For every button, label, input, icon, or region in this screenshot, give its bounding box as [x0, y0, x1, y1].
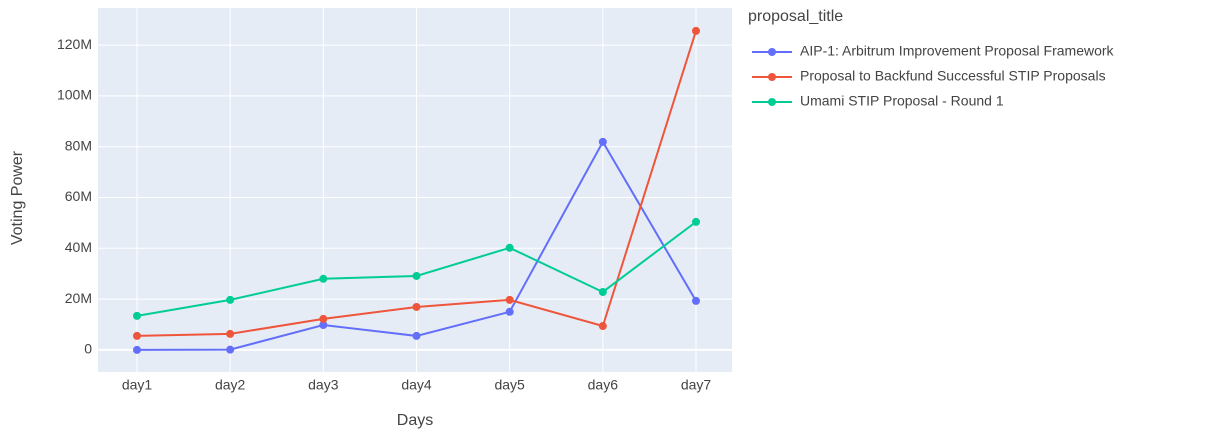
- data-point: [505, 307, 514, 316]
- data-point: [226, 295, 235, 304]
- data-point: [692, 217, 700, 226]
- x-tick-label: day1: [122, 377, 153, 393]
- data-point: [319, 274, 328, 283]
- data-point: [226, 329, 235, 338]
- x-tick-label: day2: [215, 377, 246, 393]
- x-tick-label: day7: [681, 377, 712, 393]
- y-tick-label: 0: [84, 341, 92, 357]
- x-tick-label: day3: [308, 377, 339, 393]
- data-point: [412, 331, 421, 340]
- legend-label: Umami STIP Proposal - Round 1: [800, 93, 1004, 109]
- legend-title: proposal_title: [748, 8, 843, 25]
- y-axis-title: Voting Power: [9, 150, 26, 245]
- y-tick-label: 20M: [65, 290, 92, 306]
- data-point: [692, 296, 700, 305]
- data-point: [226, 345, 235, 354]
- data-point: [133, 345, 141, 354]
- data-point: [505, 295, 514, 304]
- legend-label: AIP-1: Arbitrum Improvement Proposal Fra…: [800, 43, 1115, 59]
- data-point: [412, 302, 421, 311]
- data-point: [598, 137, 607, 146]
- x-axis-title: Days: [397, 412, 433, 429]
- legend-marker: [768, 48, 776, 56]
- data-point: [598, 287, 607, 296]
- data-point: [598, 322, 607, 331]
- legend-marker: [768, 73, 776, 81]
- y-tick-label: 80M: [65, 137, 92, 153]
- data-point: [319, 321, 328, 330]
- y-tick-label: 120M: [57, 36, 92, 52]
- plot-background: [98, 8, 732, 372]
- data-point: [319, 314, 328, 323]
- x-tick-label: day6: [588, 377, 619, 393]
- legend-marker: [768, 98, 776, 106]
- y-tick-label: 60M: [65, 188, 92, 204]
- x-tick-label: day4: [401, 377, 432, 393]
- data-point: [412, 271, 421, 280]
- legend-label: Proposal to Backfund Successful STIP Pro…: [800, 68, 1106, 84]
- data-point: [505, 243, 514, 252]
- data-point: [133, 331, 141, 340]
- y-tick-label: 100M: [57, 87, 92, 103]
- data-point: [133, 311, 141, 320]
- x-tick-label: day5: [494, 377, 525, 393]
- y-tick-label: 40M: [65, 239, 92, 255]
- data-point: [692, 26, 700, 35]
